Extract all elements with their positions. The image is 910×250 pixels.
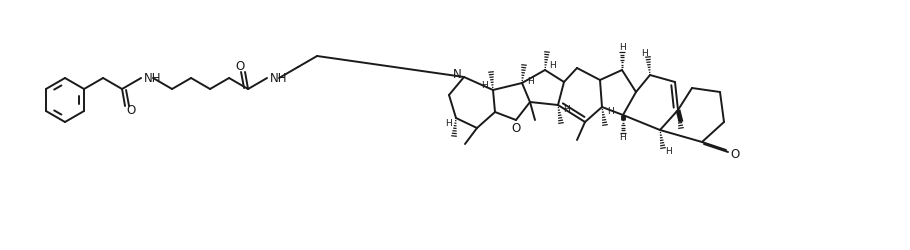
Text: O: O	[126, 104, 136, 118]
Text: NH: NH	[270, 72, 288, 85]
Text: H: H	[481, 80, 489, 90]
Text: H: H	[562, 106, 570, 114]
Text: H: H	[619, 44, 625, 52]
Text: N: N	[452, 68, 461, 80]
Text: H: H	[641, 48, 647, 58]
Text: O: O	[236, 60, 245, 74]
Text: O: O	[731, 148, 740, 162]
Text: H: H	[550, 60, 556, 70]
Text: H: H	[446, 118, 452, 128]
Text: NH: NH	[144, 72, 162, 85]
Text: O: O	[511, 122, 521, 134]
Text: H: H	[607, 108, 613, 116]
Text: H: H	[527, 76, 533, 86]
Text: H: H	[664, 148, 672, 156]
Text: H: H	[620, 132, 626, 141]
